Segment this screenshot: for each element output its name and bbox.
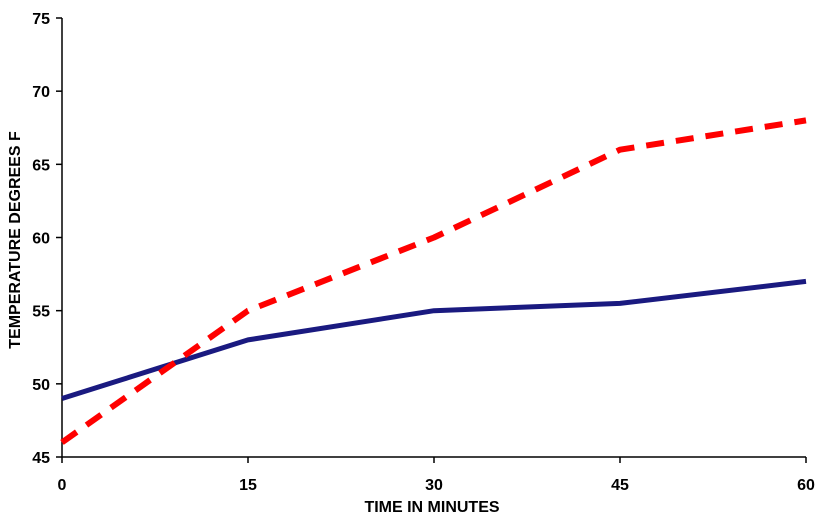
axis-ticks: 45 50 55 60 65 70 75 0 15 30 45 60 xyxy=(32,11,815,494)
y-tick-label: 70 xyxy=(32,84,50,101)
series-line-solid xyxy=(61,278,807,401)
y-tick-label: 75 xyxy=(32,11,50,28)
x-tick-label: 15 xyxy=(239,477,257,494)
y-tick-label: 50 xyxy=(32,377,50,394)
x-axis-title: TIME IN MINUTES xyxy=(364,499,499,516)
series-lines xyxy=(60,117,807,445)
y-tick-label: 55 xyxy=(32,304,50,321)
series-line-dashed xyxy=(60,117,807,445)
x-tick-label: 45 xyxy=(611,477,629,494)
y-tick-label: 45 xyxy=(32,450,50,467)
x-tick-label: 60 xyxy=(797,477,815,494)
y-tick-label: 65 xyxy=(32,157,50,174)
x-tick-label: 0 xyxy=(58,477,67,494)
y-tick-label: 60 xyxy=(32,231,50,248)
y-axis-title: TEMPERATURE DEGREES F xyxy=(7,131,24,349)
x-tick-label: 30 xyxy=(425,477,443,494)
